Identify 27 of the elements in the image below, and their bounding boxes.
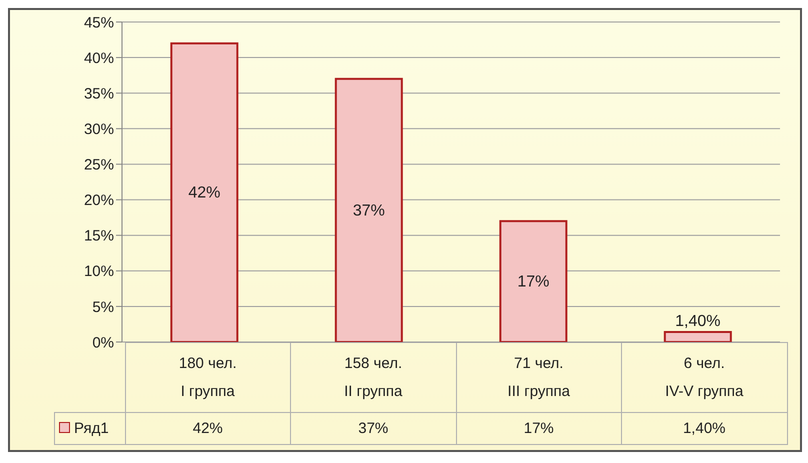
bar bbox=[334, 78, 403, 342]
x-tick-label: 158 чел. II группа bbox=[343, 354, 404, 402]
bar bbox=[170, 42, 238, 342]
data-label: 17% bbox=[456, 412, 622, 444]
bar bbox=[664, 331, 732, 342]
text: 42% bbox=[188, 184, 220, 202]
y-tick-label: 0% bbox=[92, 334, 114, 352]
data-label: 1,40% bbox=[622, 412, 787, 444]
y-tick-label: 20% bbox=[84, 192, 114, 210]
text: 17% bbox=[517, 274, 550, 291]
x-tick-label: 6 чел. IV-V группа bbox=[664, 354, 744, 402]
x-tick-label: 71 чел. III группа bbox=[506, 354, 571, 402]
y-tick-label: 40% bbox=[84, 50, 114, 67]
y-tick-label: 10% bbox=[84, 263, 114, 280]
legend-label: Ряд1 bbox=[54, 412, 125, 444]
y-tick-label: 15% bbox=[84, 228, 114, 245]
bar bbox=[499, 220, 568, 342]
data-label: 37% bbox=[290, 412, 456, 444]
x-tick-label: 180 чел. I группа bbox=[178, 354, 238, 402]
text: 1,40% bbox=[675, 313, 721, 330]
y-tick-label: 5% bbox=[92, 298, 114, 316]
y-tick-label: 45% bbox=[84, 14, 114, 32]
y-tick-label: 35% bbox=[84, 85, 114, 102]
y-tick-label: 25% bbox=[84, 156, 114, 174]
data-label: 42% bbox=[125, 412, 290, 444]
y-tick-label: 30% bbox=[84, 120, 114, 138]
text: 37% bbox=[352, 202, 385, 220]
